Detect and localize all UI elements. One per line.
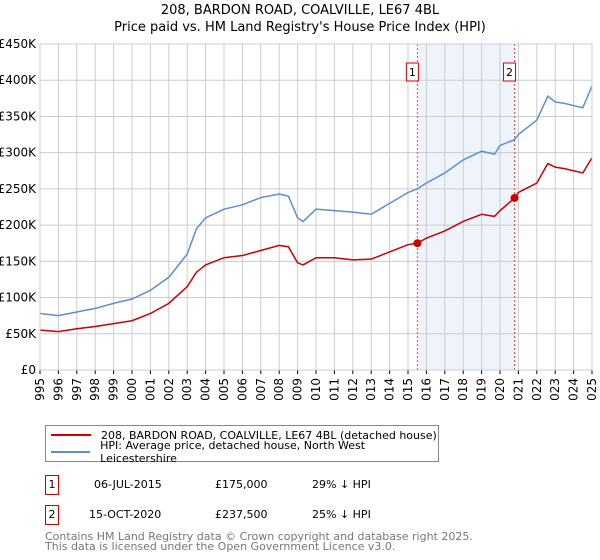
- sale-marker-label: 2: [506, 66, 513, 79]
- sale-marker-box: [503, 62, 517, 82]
- price-chart: £0 £50K £100K £150K £200K £250K £300K £350K £400…: [0, 37, 599, 400]
- x-tick-label: 2006: [235, 378, 249, 400]
- x-tick-label: 1998: [88, 378, 102, 400]
- plot-frame: [39, 43, 593, 371]
- x-tick-label: 2021: [511, 378, 525, 400]
- y-tick-label: £350K: [0, 109, 37, 123]
- legend: 208, BARDON ROAD, COALVILLE, LE67 4BL (d…: [45, 425, 439, 465]
- x-tick-label: 2025: [585, 378, 599, 400]
- y-tick-label: £300K: [0, 146, 37, 160]
- x-tick-label: 2022: [530, 378, 544, 400]
- x-tick-label: 1995: [33, 378, 47, 400]
- sale-date: 06-JUL-2015: [94, 478, 162, 491]
- y-tick-label: £450K: [0, 37, 37, 51]
- y-tick-label: £400K: [0, 73, 37, 87]
- x-tick-label: 2010: [309, 378, 323, 400]
- x-tick-label: 1999: [107, 378, 121, 400]
- sale-row-1: 1 06-JUL-2015 £175,000 29% ↓ HPI: [45, 475, 445, 495]
- legend-swatch-hpi: [51, 451, 91, 453]
- x-tick-label: 2001: [143, 378, 157, 400]
- sale-marker-box: [405, 62, 419, 82]
- x-tick-label: 2004: [199, 378, 213, 400]
- x-tick-label: 2024: [567, 378, 581, 400]
- legend-label-hpi: HPI: Average price, detached house, Nort…: [100, 439, 366, 465]
- sale-point: [413, 239, 422, 248]
- x-tick-label: 2000: [125, 378, 139, 400]
- x-tick-label: 2012: [346, 378, 360, 400]
- x-tick-label: 2015: [401, 378, 415, 400]
- x-tick-label: 2007: [254, 378, 268, 400]
- sale-hpi-diff: 25% ↓ HPI: [312, 508, 371, 521]
- series-line-property: [39, 157, 593, 333]
- chart-subtitle: Price paid vs. HM Land Registry's House …: [114, 20, 486, 35]
- sale-badge: 2: [45, 505, 59, 525]
- x-tick-label: 2018: [456, 378, 470, 400]
- x-tick-label: 1997: [70, 378, 84, 400]
- sale-period-shading: [417, 44, 515, 370]
- x-tick-label: 1996: [51, 378, 65, 400]
- x-tick-label: 2009: [291, 378, 305, 400]
- footer-licence: This data is licensed under the Open Gov…: [45, 540, 396, 553]
- x-tick-label: 2005: [217, 378, 231, 400]
- sale-price: £175,000: [215, 478, 268, 491]
- sale-hpi-diff: 29% ↓ HPI: [312, 478, 371, 491]
- chart-title: 208, BARDON ROAD, COALVILLE, LE67 4BL: [160, 3, 440, 18]
- x-tick-label: 2008: [272, 378, 286, 400]
- sale-marker-label: 1: [409, 66, 416, 79]
- series-line-hpi: [39, 85, 593, 317]
- y-tick-label: £50K: [5, 327, 37, 341]
- x-tick-label: 2017: [438, 378, 452, 400]
- sale-date: 15-OCT-2020: [89, 508, 162, 521]
- sale-price: £237,500: [215, 508, 268, 521]
- y-tick-label: £250K: [0, 182, 37, 196]
- x-tick-label: 2019: [475, 378, 489, 400]
- x-tick-label: 2011: [327, 378, 341, 400]
- x-tick-label: 2016: [419, 378, 433, 400]
- legend-swatch-property: [51, 434, 91, 436]
- footer-copyright: Contains HM Land Registry data © Crown c…: [45, 530, 473, 543]
- x-tick-label: 2003: [180, 378, 194, 400]
- y-tick-label: £200K: [0, 218, 37, 232]
- sale-point: [510, 193, 519, 202]
- x-tick-label: 2002: [162, 378, 176, 400]
- legend-label-property: 208, BARDON ROAD, COALVILLE, LE67 4BL (d…: [101, 428, 437, 442]
- sale-row-2: 2 15-OCT-2020 £237,500 25% ↓ HPI: [45, 505, 445, 525]
- x-tick-label: 2020: [493, 378, 507, 400]
- x-tick-label: 2023: [548, 378, 562, 400]
- y-tick-label: £150K: [0, 254, 37, 268]
- y-tick-label: £0: [21, 363, 36, 377]
- x-tick-label: 2013: [364, 378, 378, 400]
- y-tick-label: £100K: [0, 291, 37, 305]
- sale-badge: 1: [45, 475, 59, 495]
- x-tick-label: 2014: [383, 378, 397, 400]
- footer: Contains HM Land Registry data © Crown c…: [45, 530, 473, 553]
